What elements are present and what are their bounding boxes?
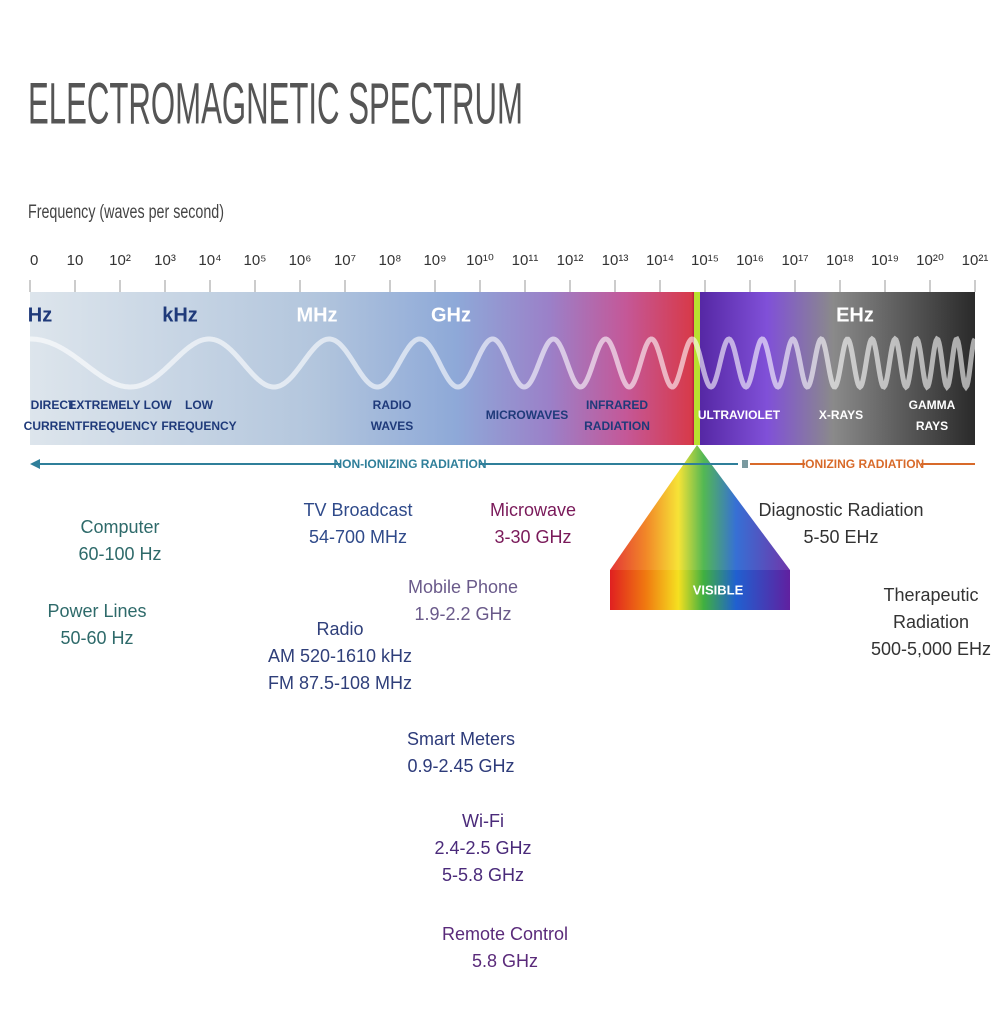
- tick-label: 10²⁰: [916, 252, 944, 269]
- tick-label: 10¹⁰: [466, 252, 494, 269]
- source-label: Remote Control: [442, 924, 568, 944]
- region-label: WAVES: [371, 419, 413, 433]
- tick-label: 10⁵: [244, 252, 267, 269]
- source-label: 50-60 Hz: [60, 628, 133, 648]
- source-label: 5.8 GHz: [472, 951, 538, 971]
- source-label: 5-5.8 GHz: [442, 865, 524, 885]
- tick-label: 10¹⁹: [871, 252, 899, 269]
- source-label: Wi-Fi: [462, 811, 504, 831]
- label-bg: [340, 455, 480, 473]
- region-label: FREQUENCY: [82, 419, 157, 433]
- tick-label: 0: [30, 252, 38, 269]
- tick-label: 10²: [109, 252, 131, 269]
- region-label: FREQUENCY: [161, 419, 236, 433]
- wave: [30, 335, 978, 392]
- label-bg: [805, 455, 921, 473]
- visible-prism: [610, 445, 790, 570]
- source-label: 60-100 Hz: [78, 544, 161, 564]
- region-label: RADIO: [373, 398, 412, 412]
- source-label: 3-30 GHz: [494, 527, 571, 547]
- axis-label: Frequency (waves per second): [28, 202, 224, 223]
- tick-label: 10⁹: [423, 252, 446, 269]
- ionizing-label: IONIZING RADIATION: [802, 457, 924, 471]
- source-label: FM 87.5-108 MHz: [268, 673, 412, 693]
- source-label: 0.9-2.45 GHz: [407, 756, 514, 776]
- spectrum-bar: [30, 292, 975, 445]
- source-label: Computer: [80, 517, 159, 537]
- band-label: EHz: [836, 304, 874, 326]
- tick-label: 10¹⁷: [781, 252, 808, 269]
- tick-label: 10¹³: [602, 252, 629, 269]
- divider: [742, 460, 748, 468]
- tick-label: 10³: [154, 252, 176, 269]
- region-label: X-RAYS: [819, 408, 863, 422]
- source-label: Smart Meters: [407, 729, 515, 749]
- source-label: 5-50 EHz: [803, 527, 878, 547]
- tick-label: 10⁷: [334, 252, 356, 269]
- visible-box: [610, 570, 790, 610]
- source-label: Mobile Phone: [408, 577, 518, 597]
- region-label: RADIATION: [584, 419, 650, 433]
- source-label: 54-700 MHz: [309, 527, 407, 547]
- tick-label: 10⁴: [198, 252, 221, 269]
- tick-label: 10⁶: [289, 252, 312, 269]
- non-ionizing-label: NON-IONIZING RADIATION: [333, 457, 486, 471]
- tick-label: 10: [67, 252, 84, 269]
- tick-label: 10¹⁶: [736, 252, 764, 269]
- source-label: Diagnostic Radiation: [758, 500, 923, 520]
- band-label: GHz: [431, 304, 471, 326]
- arrow-head: [30, 459, 40, 469]
- region-label: DIRECT: [31, 398, 76, 412]
- region-label: EXTREMELY LOW: [68, 398, 172, 412]
- visible-label: VISIBLE: [693, 582, 744, 597]
- region-label: INFRARED: [586, 398, 648, 412]
- source-label: 2.4-2.5 GHz: [434, 838, 531, 858]
- region-label: RAYS: [916, 419, 948, 433]
- region-label: LOW: [185, 398, 214, 412]
- tick-label: 10²¹: [962, 252, 989, 269]
- region-label: CURRENT: [24, 419, 83, 433]
- tick-label: 10¹⁴: [646, 252, 674, 269]
- tick-label: 10⁸: [378, 252, 401, 269]
- tick-label: 10¹²: [557, 252, 584, 269]
- band-label: MHz: [296, 304, 337, 326]
- source-label: TV Broadcast: [303, 500, 412, 520]
- source-label: Microwave: [490, 500, 576, 520]
- visible-line: [694, 292, 700, 445]
- source-label: Therapeutic: [883, 585, 978, 605]
- tick-label: 10¹⁵: [691, 252, 719, 269]
- source-label: Power Lines: [47, 601, 146, 621]
- source-label: Radiation: [893, 612, 969, 632]
- band-label: Hz: [28, 304, 52, 326]
- tick-label: 10¹¹: [512, 252, 539, 269]
- source-label: Radio: [316, 619, 363, 639]
- region-label: ULTRAVIOLET: [698, 408, 781, 422]
- region-label: MICROWAVES: [486, 408, 568, 422]
- region-label: GAMMA: [909, 398, 956, 412]
- tick-label: 10¹⁸: [826, 252, 854, 269]
- source-label: 500-5,000 EHz: [871, 639, 991, 659]
- source-label: 1.9-2.2 GHz: [414, 604, 511, 624]
- source-label: AM 520-1610 kHz: [268, 646, 412, 666]
- band-label: kHz: [162, 304, 198, 326]
- title: ELECTROMAGNETIC SPECTRUM: [28, 71, 523, 136]
